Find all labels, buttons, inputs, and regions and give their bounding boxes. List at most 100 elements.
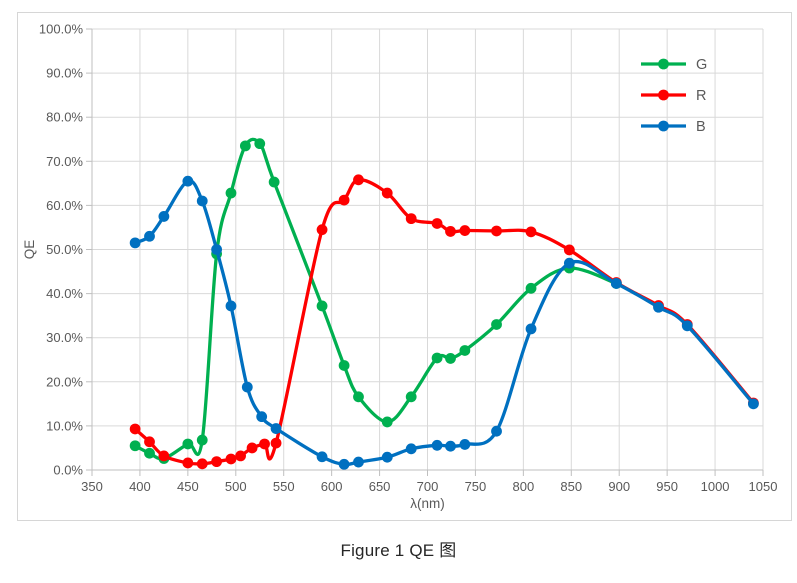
y-tick-label: 90.0% — [46, 66, 83, 81]
series-G-marker — [316, 300, 328, 312]
series-B-marker — [431, 439, 443, 451]
y-tick-label: 20.0% — [46, 374, 83, 389]
series-B-marker — [459, 439, 471, 450]
series-R-marker — [381, 187, 393, 199]
x-tick-label: 900 — [608, 479, 630, 494]
x-tick-label: 750 — [465, 479, 487, 494]
x-tick-label: 850 — [560, 479, 582, 494]
series-G-marker — [196, 434, 208, 446]
series-G-marker — [338, 360, 350, 371]
x-tick-label: 500 — [225, 479, 247, 494]
qe-chart-canvas: 0.0% 10.0% 20.0% 30.0% 40.0% 50.0% 60.0% 70.0% 8… — [22, 22, 778, 512]
series-R-marker — [235, 450, 246, 462]
legend-swatch-marker-B — [658, 120, 669, 132]
series-G-marker — [445, 353, 456, 364]
series-B-marker — [144, 230, 155, 242]
series-B-marker — [491, 425, 502, 437]
series-B-marker — [182, 175, 194, 187]
x-tick-label: 1000 — [701, 479, 730, 494]
x-tick-label: 350 — [81, 479, 103, 494]
series-G-marker — [182, 438, 194, 450]
x-tick-label: 950 — [656, 479, 678, 494]
y-tick-label: 30.0% — [46, 330, 83, 345]
series-R-marker — [431, 218, 443, 229]
series-B-marker — [241, 381, 253, 393]
series-R-marker — [405, 213, 417, 225]
legend-item-B: B — [641, 119, 706, 135]
series-B-marker — [338, 458, 350, 470]
series-G-marker — [144, 447, 155, 459]
y-tick-label: 60.0% — [46, 198, 83, 213]
series-R-marker — [259, 438, 270, 450]
series-R-marker — [225, 453, 237, 465]
series-R-marker — [158, 450, 170, 462]
x-tick-label: 1050 — [749, 479, 778, 494]
series-R-marker — [563, 244, 575, 256]
series-R-marker — [246, 442, 258, 454]
x-tick-label: 450 — [177, 479, 199, 494]
figure-caption: Figure 1 QE 图 — [340, 541, 457, 560]
series-R-marker — [491, 225, 502, 237]
legend-label-B: B — [696, 119, 706, 135]
series-B-marker — [316, 451, 328, 463]
series-R-marker — [144, 436, 155, 448]
y-tick-label: 100.0% — [39, 22, 84, 37]
series-R-marker — [211, 456, 223, 468]
series-B-marker — [681, 320, 693, 332]
series-B-marker — [525, 323, 537, 335]
x-axis-title: λ(nm) — [410, 496, 445, 511]
series-R-marker — [459, 225, 471, 236]
series-B-marker — [353, 456, 364, 468]
series-G-marker — [225, 187, 237, 199]
series-B-marker — [445, 440, 456, 452]
series-B-marker — [748, 398, 759, 410]
series-B-marker — [129, 237, 141, 249]
series-B-marker — [653, 301, 664, 313]
series-B-marker — [610, 278, 622, 289]
series-B-marker — [405, 443, 417, 455]
series-G-marker — [129, 440, 141, 452]
series-G-marker — [491, 319, 502, 330]
y-axis-title: QE — [22, 240, 37, 260]
legend-item-G: G — [641, 57, 707, 73]
x-tick-label: 800 — [513, 479, 535, 494]
series-R-line — [133, 178, 756, 466]
series-G-marker — [381, 416, 393, 428]
series-R-marker — [270, 437, 282, 449]
y-tick-label: 40.0% — [46, 286, 83, 301]
series-G-marker — [459, 345, 471, 356]
series-B-marker — [256, 411, 268, 423]
series-G-marker — [525, 282, 537, 294]
legend-swatch-marker-G — [658, 58, 669, 70]
legend-swatch-marker-R — [658, 89, 669, 101]
x-tick-label: 400 — [129, 479, 151, 494]
x-tick-label: 650 — [369, 479, 391, 494]
legend-item-R: R — [641, 88, 706, 104]
series-R-marker — [445, 226, 456, 237]
y-tick-label: 70.0% — [46, 154, 83, 169]
series-B-marker — [196, 195, 208, 207]
series-R-marker — [316, 224, 328, 236]
series-G-marker — [239, 140, 251, 152]
y-tick-label: 0.0% — [53, 463, 83, 478]
series-R-marker — [129, 423, 141, 435]
qe-chart-frame: 0.0% 10.0% 20.0% 30.0% 40.0% 50.0% 60.0% 70.0% 8… — [17, 12, 792, 521]
series-B-marker — [563, 257, 575, 269]
series-R-marker — [353, 174, 364, 186]
series-R-marker — [338, 194, 350, 206]
x-tick-label: 700 — [417, 479, 439, 494]
series-G-marker — [431, 352, 443, 364]
series-B-marker — [158, 211, 170, 222]
series-B-marker — [381, 451, 393, 463]
series-B-marker — [225, 300, 237, 312]
legend-label-R: R — [696, 88, 706, 104]
series-B-marker — [270, 423, 282, 434]
y-tick-label: 80.0% — [46, 110, 83, 125]
series-G-marker — [405, 391, 417, 403]
y-tick-label: 10.0% — [46, 418, 83, 433]
y-tick-label: 50.0% — [46, 242, 83, 257]
x-tick-label: 550 — [273, 479, 295, 494]
series-G-marker — [353, 391, 364, 403]
series-G-marker — [268, 176, 280, 188]
series-B-marker — [211, 244, 223, 255]
